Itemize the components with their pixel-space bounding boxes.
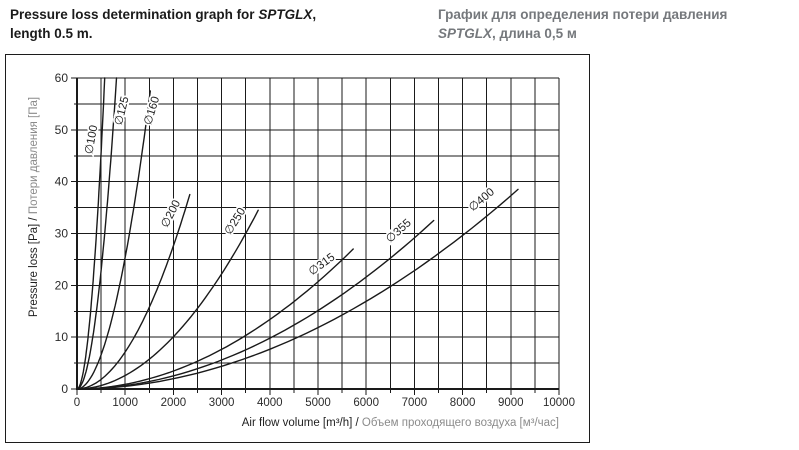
y-tick-0: 0: [61, 382, 68, 396]
title-ru-line2: , длина 0,5 м: [492, 26, 577, 42]
x-tick-1000: 1000: [112, 397, 138, 409]
curve-355: [76, 219, 435, 390]
x-tick-10000: 10000: [543, 397, 575, 409]
title-en-comma: ,: [312, 7, 317, 22]
x-tick-3000: 3000: [209, 397, 235, 409]
tick-labels: 0 1000 2000 3000 4000 5000 6000 7000 8000 9000 100…: [55, 71, 575, 409]
y-tick-50: 50: [55, 123, 69, 137]
curve-400: [76, 188, 519, 390]
curve-250: [76, 209, 259, 390]
curve-125: [76, 77, 118, 390]
curve-label-100: ∅100: [83, 124, 100, 155]
curve-label-250: ∅250: [223, 206, 249, 237]
duct-curves: [76, 77, 519, 390]
y-tick-40: 40: [55, 175, 69, 189]
grid-lines: [77, 77, 560, 389]
y-tick-30: 30: [55, 227, 69, 241]
title-ru-line1: График для определения потери давления: [438, 7, 728, 22]
curve-200: [76, 193, 191, 390]
chart-frame: ∅100 ∅125 ∅160 ∅200 ∅250 ∅315 ∅355 ∅400 0 1000 200…: [5, 54, 590, 443]
curve-100: [76, 77, 106, 390]
curve-labels: ∅100∅125 ∅160∅200 ∅250∅315∅355∅400: [82, 93, 499, 280]
title-en-text: Pressure loss determination graph for: [10, 7, 259, 22]
y-axis-title: Pressure loss [Pa] / Потери давления [Па…: [28, 97, 40, 317]
page-title-ru: График для определения потери давления SP…: [438, 5, 793, 43]
x-tick-5000: 5000: [305, 397, 331, 409]
x-tick-7000: 7000: [402, 397, 428, 409]
x-axis-title: Air flow volume [m³/h] / Объем проходяще…: [242, 417, 559, 429]
page-title-en: Pressure loss determination graph for SP…: [10, 5, 410, 43]
axes: [71, 77, 560, 395]
y-tick-10: 10: [55, 330, 69, 344]
x-tick-0: 0: [74, 397, 80, 409]
x-tick-2000: 2000: [161, 397, 187, 409]
y-tick-20: 20: [55, 278, 69, 292]
curve-label-200: ∅200: [159, 198, 183, 229]
x-tick-6000: 6000: [353, 397, 379, 409]
title-ru-product: SPTGLX: [438, 26, 493, 42]
title-en-line2: length 0.5 m.: [10, 26, 93, 42]
curve-label-160: ∅160: [142, 95, 162, 126]
curve-label-400: ∅400: [467, 186, 497, 214]
x-tick-9000: 9000: [498, 397, 524, 409]
pressure-loss-chart: ∅100∅125 ∅160∅200 ∅250∅315∅355∅4000 1000 200…: [28, 71, 575, 429]
curve-315: [76, 248, 354, 390]
x-tick-8000: 8000: [450, 397, 476, 409]
title-en-product: SPTGLX: [258, 7, 313, 22]
curve-label-315: ∅315: [307, 251, 338, 278]
curve-160: [76, 90, 152, 390]
curve-label-355: ∅355: [384, 217, 414, 245]
y-tick-60: 60: [55, 71, 69, 85]
x-tick-4000: 4000: [257, 397, 283, 409]
